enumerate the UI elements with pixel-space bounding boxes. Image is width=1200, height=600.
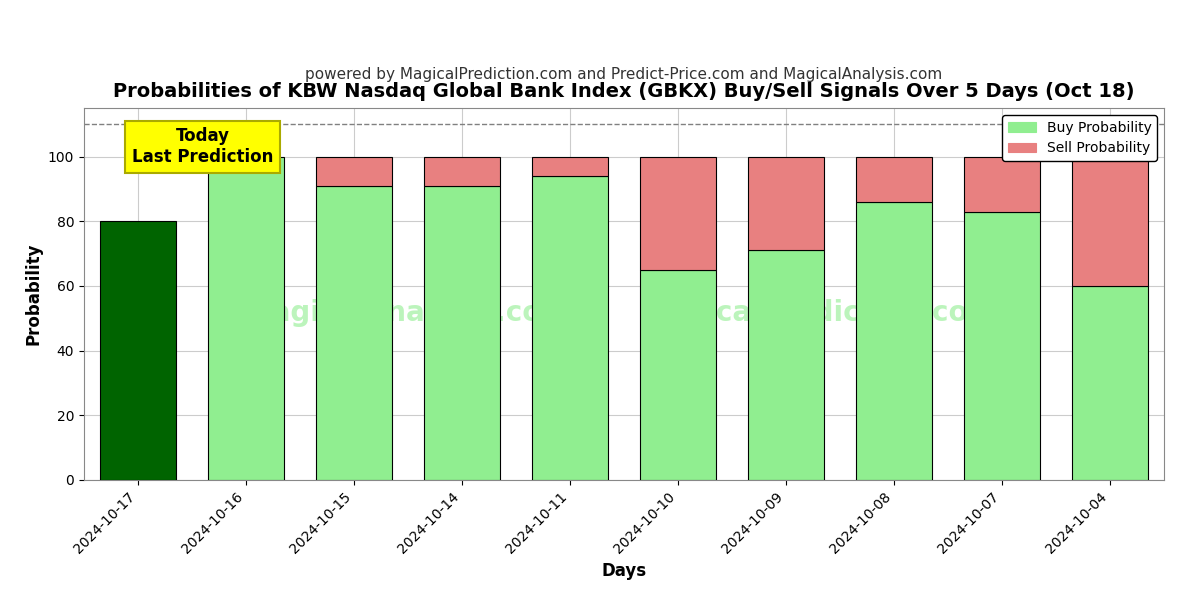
Bar — [101, 221, 176, 480]
Text: MagicalPrediction.com: MagicalPrediction.com — [640, 299, 997, 326]
Text: powered by MagicalPrediction.com and Predict-Price.com and MagicalAnalysis.com: powered by MagicalPrediction.com and Pre… — [305, 67, 943, 82]
Title: Probabilities of KBW Nasdaq Global Bank Index (GBKX) Buy/Sell Signals Over 5 Day: Probabilities of KBW Nasdaq Global Bank … — [113, 82, 1135, 101]
Bar — [641, 157, 716, 270]
Bar — [965, 157, 1039, 212]
Bar — [317, 185, 391, 480]
Bar — [533, 176, 607, 480]
Bar — [857, 157, 932, 202]
Bar — [749, 157, 824, 250]
Legend: Buy Probability, Sell Probability: Buy Probability, Sell Probability — [1002, 115, 1157, 161]
Bar — [425, 157, 500, 185]
Bar — [1073, 157, 1147, 286]
Bar — [425, 185, 500, 480]
Bar — [533, 157, 607, 176]
Bar — [965, 212, 1039, 480]
Bar — [641, 270, 716, 480]
X-axis label: Days: Days — [601, 562, 647, 580]
Bar — [1073, 286, 1147, 480]
Bar — [317, 157, 391, 185]
Y-axis label: Probability: Probability — [24, 243, 42, 345]
Bar — [749, 250, 824, 480]
Bar — [857, 202, 932, 480]
Bar — [209, 157, 284, 480]
Text: Today
Last Prediction: Today Last Prediction — [132, 127, 274, 166]
Text: MagicalAnalysis.com: MagicalAnalysis.com — [245, 299, 571, 326]
